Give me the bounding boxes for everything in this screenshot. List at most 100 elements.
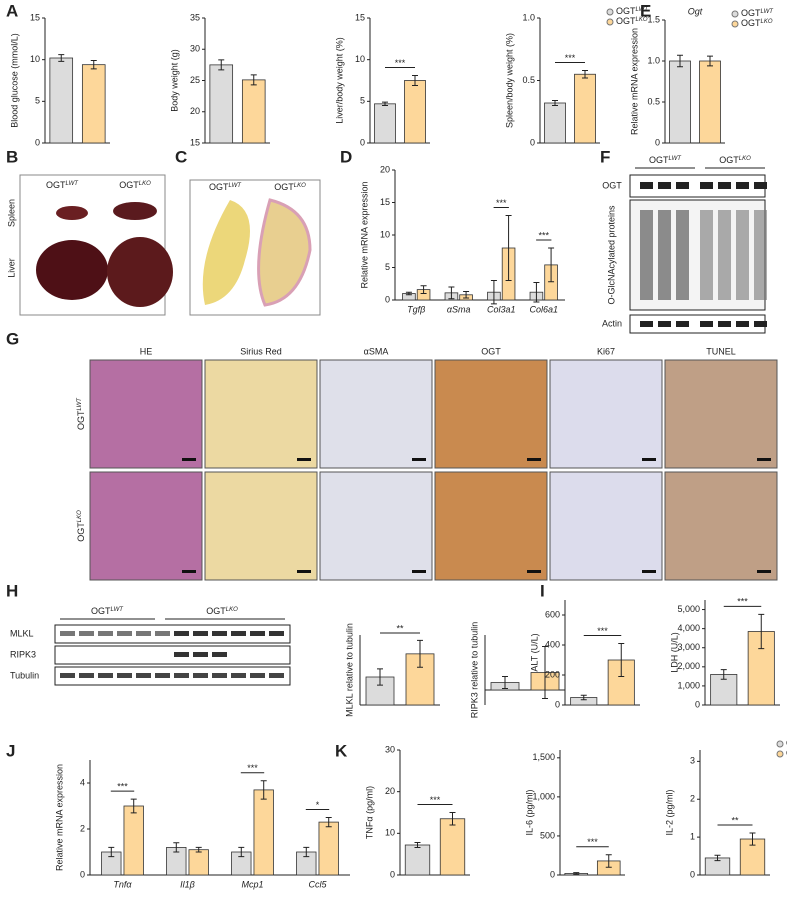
group-sup: LKO — [77, 510, 83, 522]
blot-band — [250, 631, 265, 636]
y-tick-label: 600 — [545, 609, 560, 619]
blot-band — [658, 321, 671, 327]
y-tick-label: 1.5 — [647, 14, 660, 24]
y-axis-label: Liver/body weight (%) — [334, 37, 344, 124]
legend-swatch — [606, 8, 614, 16]
adipose-image — [257, 198, 312, 307]
group-label: OGTLWT — [46, 180, 79, 190]
group-base: OGT — [206, 606, 226, 616]
group-base: OGT — [209, 182, 229, 192]
group-label: OGTLKO — [76, 510, 86, 542]
y-tick-label: 0.5 — [522, 75, 535, 85]
error-bar — [749, 832, 756, 846]
y-tick-label: 0.5 — [647, 96, 660, 106]
group-sup: LWT — [636, 7, 650, 13]
micrograph — [89, 471, 203, 581]
column-label: HE — [140, 346, 153, 356]
error-bar — [108, 846, 115, 858]
blot-frame — [54, 624, 291, 644]
sig-label: *** — [587, 837, 598, 847]
y-tick-label: 30 — [385, 744, 395, 754]
scale-bar — [412, 458, 426, 461]
blot-smear — [736, 210, 749, 300]
blot-label: OGT — [602, 180, 622, 190]
scale-bar — [642, 570, 656, 573]
group-base: OGT — [76, 522, 86, 542]
y-tick-label: 10 — [355, 54, 365, 64]
scale-bar — [757, 570, 771, 573]
error-bar — [463, 291, 470, 299]
scale-bar — [412, 570, 426, 573]
blot-band — [736, 182, 749, 189]
group-sup: LWT — [77, 397, 83, 411]
panel-letter: F — [600, 147, 610, 166]
y-axis-label: IL-2 (pg/ml) — [664, 789, 674, 835]
blot-band — [60, 673, 75, 678]
group-sup: LWT — [761, 9, 775, 15]
y-tick-label: 10 — [380, 229, 390, 239]
y-tick-label: 2,000 — [677, 661, 700, 671]
panel-letter: B — [6, 147, 18, 166]
group-label: OGTLKO — [741, 18, 773, 28]
error-bar — [707, 55, 713, 67]
y-tick-label: 5 — [35, 96, 40, 106]
group-label: OGTLWT — [616, 6, 649, 16]
y-tick-label: 0 — [360, 137, 365, 147]
group-sup: LKO — [761, 19, 773, 25]
spleen-image — [113, 202, 157, 220]
legend-swatch — [776, 750, 784, 758]
error-bar — [238, 846, 245, 858]
y-tick-label: 20 — [190, 106, 200, 116]
error-bar — [417, 639, 423, 668]
blot-smear — [754, 210, 767, 300]
y-axis-label: MLKL relative to tubulin — [344, 623, 354, 717]
blot-band — [117, 673, 132, 678]
sig-label: ** — [396, 623, 404, 633]
error-bar — [405, 291, 412, 296]
group-base: OGT — [741, 8, 761, 18]
micrograph — [319, 471, 433, 581]
error-bar — [505, 215, 512, 281]
error-bar — [90, 60, 97, 70]
scale-bar — [527, 458, 541, 461]
group-sup: LWT — [669, 156, 683, 162]
blot-band — [231, 631, 246, 636]
blot-band — [136, 673, 151, 678]
micrograph — [664, 359, 778, 469]
y-tick-label: 15 — [380, 197, 390, 207]
y-tick-label: 3,000 — [677, 642, 700, 652]
y-tick-label: 4,000 — [677, 623, 700, 633]
error-bar — [552, 100, 558, 106]
bar — [669, 60, 691, 144]
y-tick-label: 30 — [190, 44, 200, 54]
sig-label: * — [316, 800, 320, 810]
y-tick-label: 0 — [530, 137, 535, 147]
y-axis-label: TNFα (pg/ml) — [364, 786, 374, 839]
micrograph — [204, 359, 318, 469]
blot-label: Tubulin — [10, 670, 39, 680]
y-axis-label: ALT (U/L) — [529, 633, 539, 671]
error-bar — [720, 669, 727, 680]
blot-band — [174, 631, 189, 636]
group-base: OGT — [616, 6, 636, 16]
y-tick-label: 0 — [695, 699, 700, 709]
blot-band — [700, 182, 713, 189]
blot-band — [658, 182, 671, 189]
blot-band — [212, 652, 227, 657]
group-base: OGT — [76, 410, 86, 430]
blot-band — [640, 321, 653, 327]
column-label: Ki67 — [597, 346, 615, 356]
bar — [574, 73, 596, 144]
micrograph — [434, 359, 548, 469]
group-label: OGTLWT — [76, 397, 86, 430]
y-axis-label: IL-6 (pg/ml) — [524, 789, 534, 835]
blot-smear — [676, 210, 689, 300]
panel-letter: A — [6, 1, 18, 20]
error-bar — [414, 842, 421, 848]
group-sup: LWT — [229, 183, 243, 189]
sig-label: *** — [565, 53, 576, 63]
scale-bar — [182, 570, 196, 573]
group-base: OGT — [616, 16, 636, 26]
group-base: OGT — [119, 180, 139, 190]
